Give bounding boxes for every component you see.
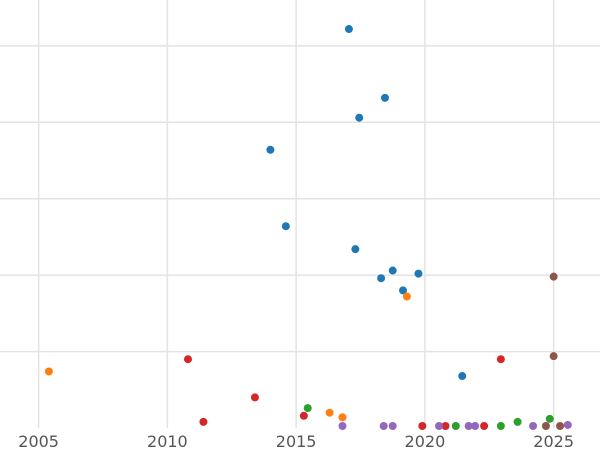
data-point-series-3-2 xyxy=(496,422,505,430)
data-point-series-2-4 xyxy=(418,422,427,430)
data-point-series-0-3 xyxy=(266,145,275,154)
data-point-series-4-7 xyxy=(563,420,572,429)
data-points xyxy=(44,25,572,430)
x-axis-ticks: 2005 2010 2015 2020 2025 xyxy=(18,432,574,450)
data-point-series-2-3 xyxy=(299,411,308,420)
data-point-series-2-7 xyxy=(496,355,505,364)
data-point-series-2-1 xyxy=(199,417,208,426)
data-point-series-1-1 xyxy=(402,292,411,301)
data-point-series-0-6 xyxy=(388,266,397,275)
data-point-series-5-3 xyxy=(556,422,565,430)
data-point-series-5-2 xyxy=(541,422,550,430)
data-point-series-4-0 xyxy=(338,422,347,430)
data-point-series-0-1 xyxy=(380,93,389,102)
data-point-series-0-10 xyxy=(458,372,467,381)
x-tick-label: 2020 xyxy=(405,432,446,450)
data-point-series-4-2 xyxy=(388,422,397,430)
data-point-series-5-1 xyxy=(549,352,558,361)
data-point-series-4-3 xyxy=(435,422,444,430)
data-point-series-0-4 xyxy=(281,222,290,231)
data-point-series-2-5 xyxy=(441,422,450,430)
data-point-series-0-7 xyxy=(377,274,386,283)
data-point-series-0-0 xyxy=(344,25,353,34)
data-point-series-0-2 xyxy=(355,113,364,122)
data-point-series-0-5 xyxy=(351,245,360,254)
data-point-series-4-6 xyxy=(529,422,538,430)
x-tick-label: 2025 xyxy=(533,432,574,450)
x-tick-label: 2015 xyxy=(276,432,317,450)
x-tick-label: 2005 xyxy=(18,432,59,450)
data-point-series-1-0 xyxy=(44,367,53,376)
data-point-series-3-4 xyxy=(545,414,554,423)
data-point-series-4-1 xyxy=(379,422,388,430)
data-point-series-2-6 xyxy=(480,422,489,430)
data-point-series-2-0 xyxy=(183,355,192,364)
data-point-series-3-0 xyxy=(303,404,312,413)
data-point-series-1-2 xyxy=(325,408,334,417)
data-point-series-3-3 xyxy=(513,417,522,426)
data-point-series-0-8 xyxy=(414,269,423,278)
data-point-series-5-0 xyxy=(549,272,558,281)
data-point-series-2-2 xyxy=(250,393,259,402)
x-tick-label: 2010 xyxy=(147,432,188,450)
grid-lines xyxy=(0,0,600,428)
data-point-series-4-4 xyxy=(464,422,473,430)
data-point-series-4-5 xyxy=(471,422,480,430)
data-point-series-3-1 xyxy=(451,422,460,430)
data-point-series-1-3 xyxy=(338,413,347,422)
data-point-series-0-9 xyxy=(399,286,408,295)
